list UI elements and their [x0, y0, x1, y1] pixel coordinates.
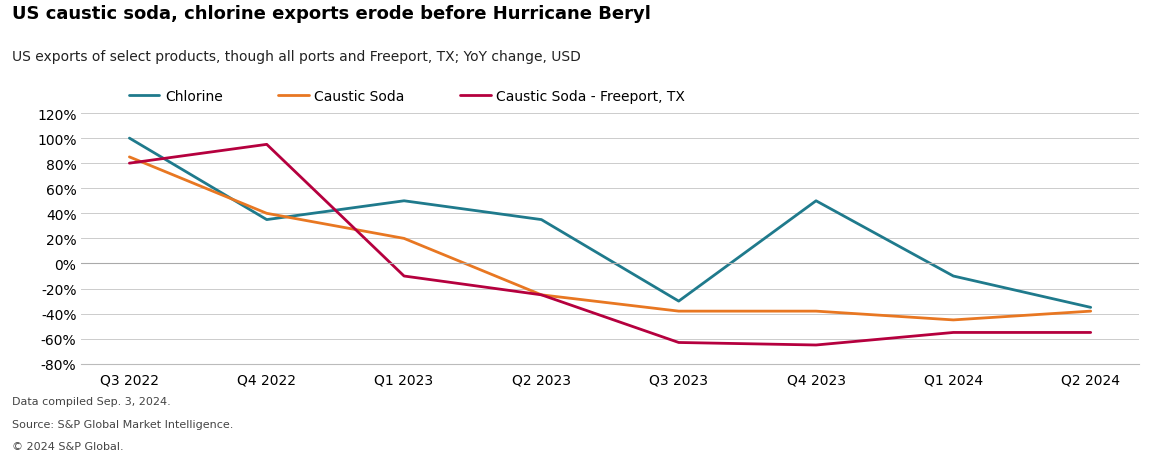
Chlorine: [809, 198, 823, 204]
Line: Caustic Soda: Caustic Soda: [129, 157, 1091, 320]
Chlorine: [260, 217, 274, 223]
Caustic Soda: [1084, 308, 1098, 314]
Text: Source: S&P Global Market Intelligence.: Source: S&P Global Market Intelligence.: [12, 419, 234, 429]
Legend: Chlorine, Caustic Soda, Caustic Soda - Freeport, TX: Chlorine, Caustic Soda, Caustic Soda - F…: [123, 84, 690, 109]
Caustic Soda - Freeport, TX: [809, 343, 823, 348]
Caustic Soda - Freeport, TX: [535, 293, 548, 298]
Caustic Soda - Freeport, TX: [122, 161, 136, 167]
Caustic Soda - Freeport, TX: [1084, 330, 1098, 335]
Line: Caustic Soda - Freeport, TX: Caustic Soda - Freeport, TX: [129, 145, 1091, 345]
Caustic Soda - Freeport, TX: [946, 330, 960, 335]
Text: © 2024 S&P Global.: © 2024 S&P Global.: [12, 441, 123, 451]
Chlorine: [672, 298, 686, 304]
Caustic Soda: [672, 308, 686, 314]
Chlorine: [122, 136, 136, 142]
Caustic Soda: [946, 318, 960, 323]
Caustic Soda: [397, 236, 411, 242]
Text: US exports of select products, though all ports and Freeport, TX; YoY change, US: US exports of select products, though al…: [12, 50, 581, 64]
Caustic Soda - Freeport, TX: [672, 340, 686, 345]
Caustic Soda - Freeport, TX: [397, 273, 411, 279]
Chlorine: [397, 198, 411, 204]
Line: Chlorine: Chlorine: [129, 139, 1091, 308]
Text: US caustic soda, chlorine exports erode before Hurricane Beryl: US caustic soda, chlorine exports erode …: [12, 5, 651, 22]
Chlorine: [946, 273, 960, 279]
Caustic Soda: [535, 293, 548, 298]
Caustic Soda: [809, 308, 823, 314]
Caustic Soda: [122, 155, 136, 160]
Chlorine: [535, 217, 548, 223]
Chlorine: [1084, 305, 1098, 310]
Text: Data compiled Sep. 3, 2024.: Data compiled Sep. 3, 2024.: [12, 396, 171, 406]
Caustic Soda - Freeport, TX: [260, 142, 274, 148]
Caustic Soda: [260, 211, 274, 217]
